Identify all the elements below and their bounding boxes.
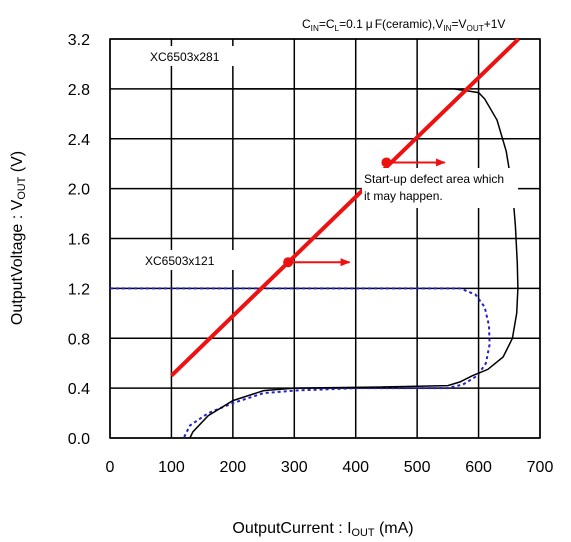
defect-markers [283, 157, 446, 268]
condition-label: CIN=CL=0.1 μ F(ceramic),VIN=VOUT+1V [302, 17, 505, 33]
y-tick-label: 2.4 [68, 132, 90, 149]
series-xc6503x281-line [171, 88, 519, 439]
label-281-bg [145, 46, 250, 66]
y-tick-label: 0.8 [68, 331, 90, 348]
series-xc6503x121-line [110, 287, 491, 439]
defect-boundary-line [170, 37, 520, 378]
y-tick-label: 0.4 [68, 381, 90, 398]
label-121-bg [140, 250, 245, 270]
defect-label-line1: Start-up defect area which [364, 172, 504, 186]
y-tick-label: 1.2 [68, 281, 90, 298]
y-tick-label: 2.8 [68, 82, 90, 99]
x-tick-label: 300 [281, 459, 308, 476]
label-xc6503x121: XC6503x121 [145, 254, 215, 268]
grid-lines [109, 38, 541, 439]
x-tick-label: 100 [158, 459, 185, 476]
y-tick-label: 0.0 [68, 431, 90, 448]
x-tick-labels: 0 100 200 300 400 500 600 700 [106, 459, 554, 476]
x-tick-label: 400 [342, 459, 369, 476]
y-tick-label: 2.0 [68, 182, 90, 199]
x-tick-label: 0 [106, 459, 115, 476]
y-tick-labels: 0.0 0.4 0.8 1.2 1.6 2.0 2.4 2.8 3.2 [68, 32, 90, 448]
x-tick-label: 600 [465, 459, 492, 476]
x-axis-title: OutputCurrent : IOUT (mA) [232, 520, 413, 539]
y-tick-label: 1.6 [68, 232, 90, 249]
x-tick-label: 500 [404, 459, 431, 476]
defect-label-bg [362, 168, 518, 208]
x-tick-label: 700 [527, 459, 554, 476]
plot-frame [109, 38, 541, 439]
y-axis-title: OutputVoltage : VOUT (V) [9, 151, 28, 325]
x-tick-label: 200 [220, 459, 247, 476]
label-xc6503x281: XC6503x281 [150, 50, 220, 64]
defect-label-line2: it may happen. [364, 189, 443, 203]
y-tick-label: 3.2 [68, 32, 90, 49]
